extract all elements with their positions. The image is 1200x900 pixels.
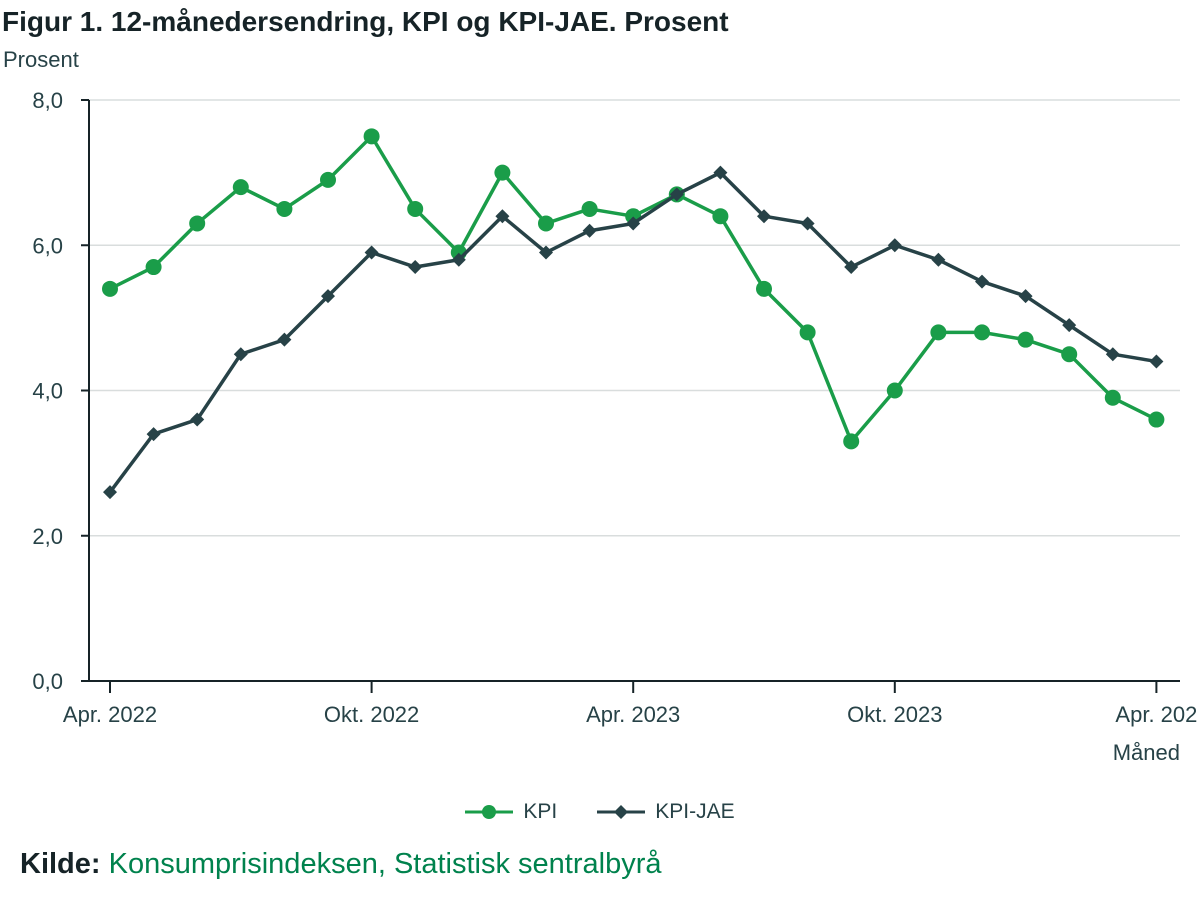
data-point[interactable] xyxy=(538,215,554,232)
y-tick-label: 2,0 xyxy=(32,524,63,549)
data-point[interactable] xyxy=(712,208,729,225)
data-point[interactable] xyxy=(320,171,336,188)
data-point[interactable] xyxy=(931,252,946,267)
data-point[interactable] xyxy=(451,252,466,267)
data-point[interactable] xyxy=(713,165,728,180)
data-point[interactable] xyxy=(145,259,162,276)
data-point[interactable] xyxy=(190,412,205,427)
data-point[interactable] xyxy=(1148,411,1165,428)
data-point[interactable] xyxy=(276,200,293,217)
source-link[interactable]: Konsumprisindeksen, Statistisk sentralby… xyxy=(108,848,662,880)
data-point[interactable] xyxy=(321,289,335,304)
data-point[interactable] xyxy=(626,216,641,231)
x-axis-label: Måned xyxy=(1113,740,1180,765)
data-point[interactable] xyxy=(756,280,772,297)
legend-item-kpi[interactable]: KPI xyxy=(465,800,557,824)
chart-title: Figur 1. 12-månedersendring, KPI og KPI-… xyxy=(2,6,729,37)
y-tick-label: 0,0 xyxy=(32,669,63,694)
data-point[interactable] xyxy=(363,128,380,145)
legend-kpi-jae-label: KPI-JAE xyxy=(655,800,735,823)
data-point[interactable] xyxy=(102,280,118,297)
legend: KPI KPI-JAE xyxy=(0,800,1200,824)
data-point[interactable] xyxy=(799,324,816,341)
data-point[interactable] xyxy=(1017,331,1034,348)
series-kpi-jae xyxy=(103,165,1164,500)
data-point[interactable] xyxy=(364,245,379,260)
legend-kpi-jae-marker xyxy=(597,805,646,819)
data-point[interactable] xyxy=(277,332,292,347)
data-point[interactable] xyxy=(189,215,206,232)
y-tick-label: 6,0 xyxy=(32,233,63,258)
y-axis-label: Prosent xyxy=(3,47,79,72)
data-point[interactable] xyxy=(408,260,423,275)
data-point[interactable] xyxy=(669,187,684,202)
x-tick-label: Apr. 202 xyxy=(1115,702,1197,727)
tick-labels: 0,0 2,0 4,0 6,0 8,0 Apr. 2022 Okt. 2022 Apr. 20… xyxy=(32,88,1197,765)
data-point[interactable] xyxy=(581,200,598,217)
data-point[interactable] xyxy=(146,427,161,442)
data-point[interactable] xyxy=(582,223,597,238)
data-point[interactable] xyxy=(232,179,249,196)
data-point[interactable] xyxy=(103,485,117,500)
legend-item-kpi-jae[interactable]: KPI-JAE xyxy=(597,800,735,824)
data-point[interactable] xyxy=(887,238,902,253)
data-point[interactable] xyxy=(974,324,990,341)
data-point[interactable] xyxy=(886,382,903,399)
source-label: Kilde: xyxy=(20,848,101,880)
data-point[interactable] xyxy=(844,260,859,275)
data-point[interactable] xyxy=(407,200,424,217)
data-point[interactable] xyxy=(233,347,248,362)
grid-lines xyxy=(89,99,1180,537)
legend-kpi-marker xyxy=(465,805,514,819)
source-note: Kilde: Konsumprisindeksen, Statistisk se… xyxy=(20,848,661,881)
legend-kpi-label: KPI xyxy=(523,800,558,823)
x-tick-label: Okt. 2022 xyxy=(324,702,419,727)
data-point[interactable] xyxy=(1149,354,1164,369)
data-point[interactable] xyxy=(975,274,989,289)
axes xyxy=(81,99,1180,693)
data-point[interactable] xyxy=(843,433,860,450)
data-point[interactable] xyxy=(494,164,511,181)
data-point[interactable] xyxy=(1062,318,1077,333)
data-point[interactable] xyxy=(800,216,815,231)
data-point[interactable] xyxy=(495,209,510,224)
data-point[interactable] xyxy=(930,324,947,341)
y-tick-label: 8,0 xyxy=(32,88,63,113)
data-point[interactable] xyxy=(1104,389,1121,406)
data-point[interactable] xyxy=(539,245,553,260)
x-tick-label: Okt. 2023 xyxy=(847,702,942,727)
data-point[interactable] xyxy=(1018,289,1033,304)
x-tick-label: Apr. 2022 xyxy=(63,702,157,727)
data-point[interactable] xyxy=(757,209,771,224)
data-point[interactable] xyxy=(1061,346,1078,363)
y-tick-label: 4,0 xyxy=(32,379,63,404)
series-layer xyxy=(102,128,1165,500)
x-tick-label: Apr. 2023 xyxy=(586,702,680,727)
data-point[interactable] xyxy=(1105,347,1120,362)
